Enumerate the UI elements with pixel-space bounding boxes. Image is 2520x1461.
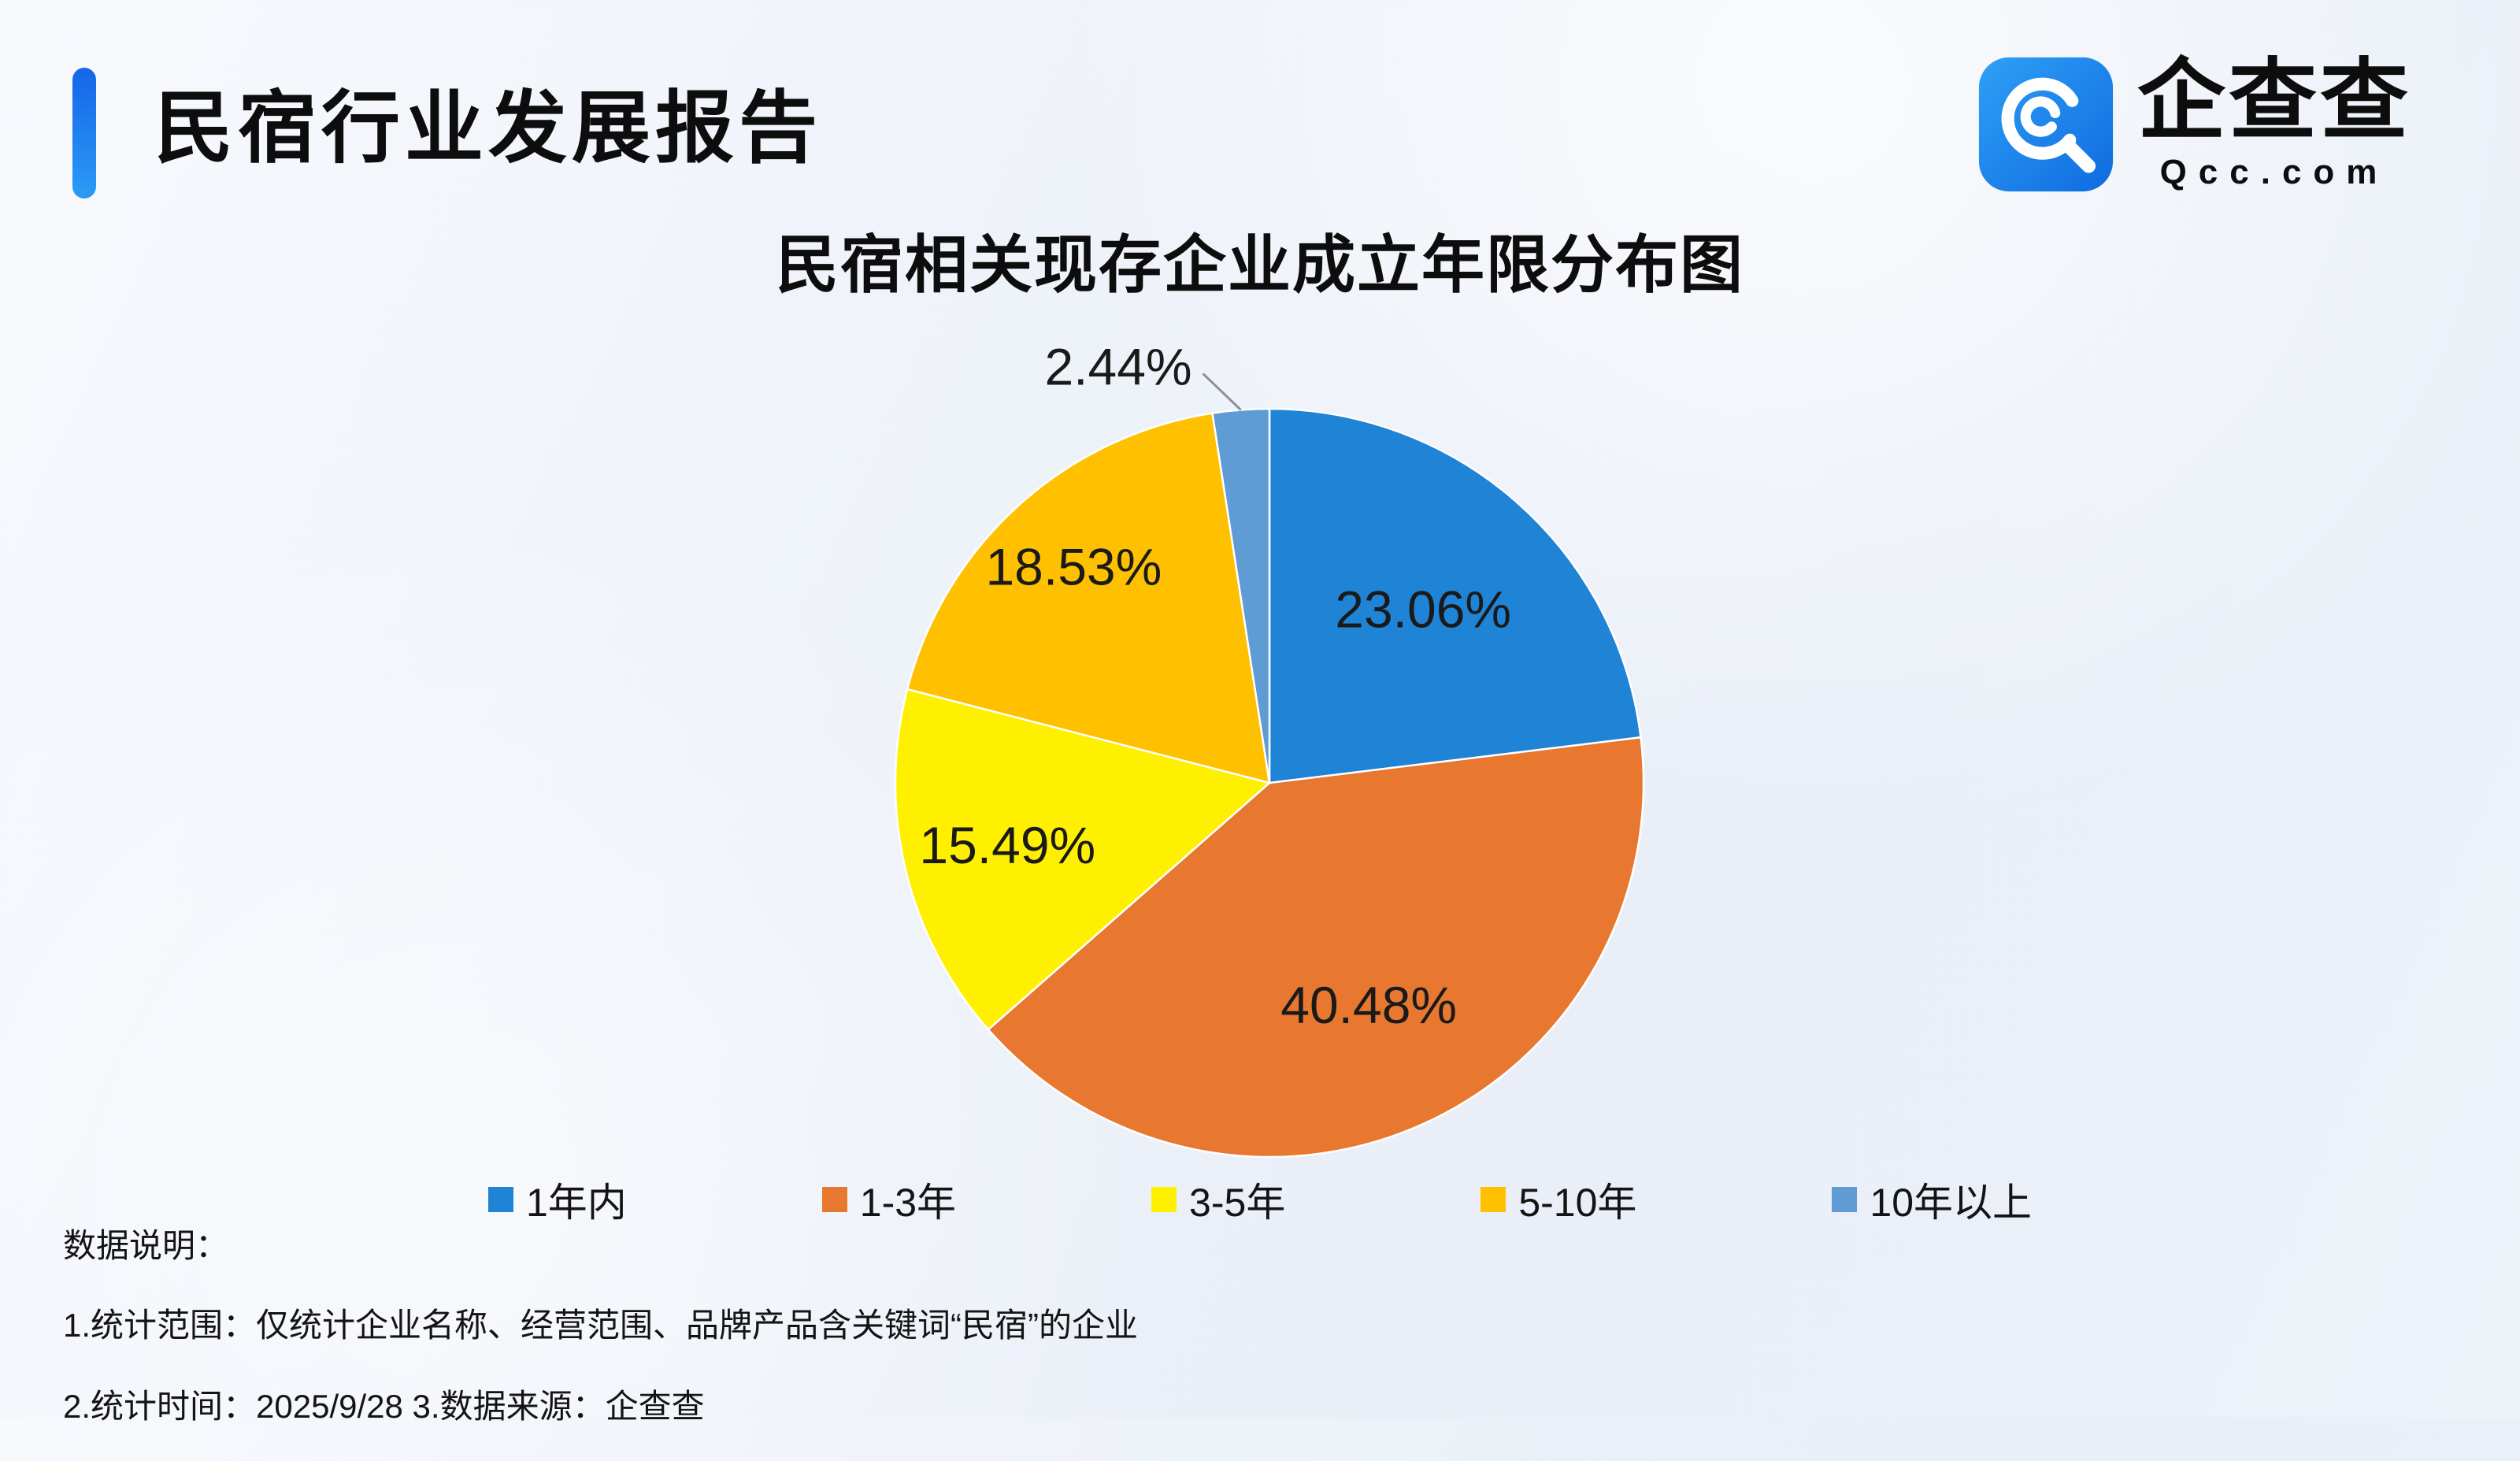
pie-slice-10年以上 [1211, 407, 1271, 784]
pie-label-10年以上: 2.44% [1044, 337, 1191, 395]
legend-item-10年以上: 10年以上 [1832, 1175, 2032, 1225]
pie-label-1年内: 23.06% [1335, 580, 1511, 639]
pie-leader-line [1202, 373, 1242, 411]
brand-text: 企查查 Qcc.com [2137, 57, 2411, 192]
legend-marker [1151, 1187, 1177, 1212]
brand-name: 企查查 [2137, 51, 2411, 150]
legend-label: 1年内 [525, 1181, 627, 1225]
title-accent-bar [72, 68, 96, 198]
chart-legend: 1年内 1-3年 3-5年 5-10年 10年以上 [0, 1175, 2520, 1225]
legend-marker [1480, 1187, 1506, 1212]
footnote-line-2: 2.统计时间：2025/9/28 3.数据来源：企查查 [63, 1388, 705, 1425]
legend-item-1-3年: 1-3年 [821, 1175, 956, 1225]
legend-label: 3-5年 [1189, 1181, 1286, 1225]
pie-label-5-10年: 18.53% [985, 537, 1162, 595]
brand-logo: 企查查 Qcc.com [1977, 55, 2411, 194]
chart-title: 民宿相关现存企业成立年限分布图 [776, 230, 1744, 300]
brand-domain: Qcc.com [2159, 153, 2389, 191]
legend-item-3-5年: 3-5年 [1151, 1175, 1285, 1225]
report-page: 民宿行业发展报告 企查查 Qcc.com 民宿相关现存企业成立年限分布图 23.… [0, 55, 2520, 1426]
qcc-logo-icon [1978, 57, 2114, 192]
legend-label: 5-10年 [1518, 1181, 1637, 1225]
footnotes: 数据说明： 1.统计范围：仅统计企业名称、经营范围、品牌产品含关键词“民宿”的企… [63, 1219, 1138, 1461]
legend-marker [821, 1187, 847, 1212]
pie-slice-1年内 [1268, 407, 1642, 784]
pie-label-1-3年: 40.48% [1280, 976, 1457, 1034]
legend-item-5-10年: 5-10年 [1480, 1175, 1636, 1225]
footnote-heading: 数据说明： [63, 1227, 229, 1264]
pie-chart: 23.06% 40.48% 15.49% 18.53% 2.44% [894, 337, 1645, 1159]
pie-slice-5-10年 [906, 412, 1271, 784]
legend-marker [1832, 1187, 1858, 1212]
legend-item-1年内: 1年内 [487, 1175, 627, 1225]
legend-label: 1-3年 [859, 1181, 957, 1225]
page-title: 民宿行业发展报告 [154, 84, 822, 172]
footnote-line-1: 1.统计范围：仅统计企业名称、经营范围、品牌产品含关键词“民宿”的企业 [63, 1307, 1139, 1344]
legend-marker [487, 1187, 513, 1212]
pie-slice-1-3年 [987, 736, 1645, 1159]
pie-slice-3-5年 [894, 688, 1272, 1031]
legend-label: 10年以上 [1870, 1181, 2033, 1225]
pie-label-3-5年: 15.49% [919, 816, 1095, 874]
